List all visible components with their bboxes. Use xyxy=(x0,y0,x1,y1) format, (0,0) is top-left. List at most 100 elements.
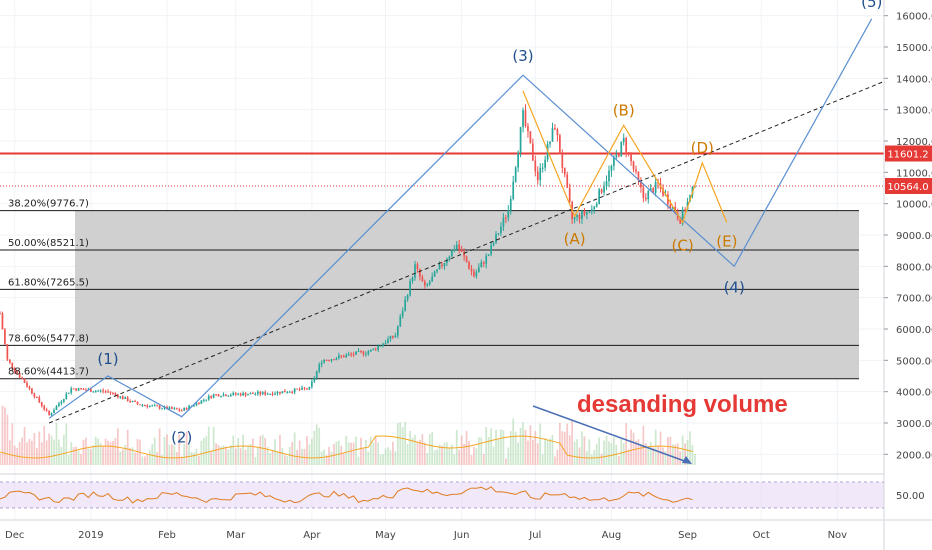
candle-body-22 xyxy=(53,410,55,414)
candle-body-259 xyxy=(635,169,637,172)
volume-bar-207 xyxy=(507,447,510,465)
candle-body-129 xyxy=(315,371,318,378)
volume-bar-5 xyxy=(11,423,14,465)
x-tick-label-0: Dec xyxy=(5,530,24,541)
candle-body-83 xyxy=(202,399,205,401)
wave-count-correction-path xyxy=(522,90,728,224)
candle-body-164 xyxy=(401,310,404,317)
candle-body-208 xyxy=(509,199,512,211)
volume-bar-195 xyxy=(477,437,480,465)
x-tick-label-11: Nov xyxy=(828,530,848,541)
volume-bar-171 xyxy=(419,439,421,465)
candle-body-101 xyxy=(247,394,249,396)
candle-body-214 xyxy=(524,110,527,126)
candle-body-270 xyxy=(662,188,664,196)
volume-bar-59 xyxy=(144,456,146,465)
wave-label-main-2: (2) xyxy=(171,429,192,447)
candle-body-160 xyxy=(392,335,394,338)
candle-body-216 xyxy=(529,131,532,144)
volume-bar-145 xyxy=(355,436,357,465)
volume-bar-121 xyxy=(296,449,298,465)
candle-body-151 xyxy=(369,349,372,352)
candle-body-71 xyxy=(173,408,176,410)
candle-body-212 xyxy=(519,127,522,153)
candle-body-145 xyxy=(355,351,357,355)
candle-body-254 xyxy=(622,137,625,143)
candle-body-118 xyxy=(288,391,291,393)
volume-bar-226 xyxy=(554,456,556,465)
volume-bar-204 xyxy=(500,429,502,465)
volume-bar-98 xyxy=(239,448,242,465)
x-tick-label-9: Sep xyxy=(678,530,697,541)
candle-body-152 xyxy=(372,348,375,350)
wave-label-main-3: (3) xyxy=(512,47,533,65)
candle-body-55 xyxy=(134,400,136,402)
volume-bar-216 xyxy=(529,425,532,465)
candle-body-253 xyxy=(620,142,623,157)
candle-body-134 xyxy=(328,360,330,362)
volume-bar-78 xyxy=(190,452,193,465)
candle-body-90 xyxy=(220,396,222,398)
candle-body-121 xyxy=(296,388,298,390)
candle-body-84 xyxy=(205,399,208,401)
volume-bar-156 xyxy=(382,454,384,465)
volume-bar-68 xyxy=(166,434,168,465)
candle-body-59 xyxy=(144,405,146,407)
volume-bar-141 xyxy=(345,435,348,465)
candle-body-104 xyxy=(254,393,257,395)
volume-bar-166 xyxy=(406,443,409,465)
volume-bar-36 xyxy=(87,448,90,465)
candle-body-265 xyxy=(649,188,652,191)
volume-bar-4 xyxy=(8,440,11,465)
volume-bar-278 xyxy=(681,435,684,465)
candle-body-185 xyxy=(453,249,456,251)
candle-body-222 xyxy=(544,159,546,168)
volume-bar-23 xyxy=(55,422,58,465)
candle-body-229 xyxy=(561,154,564,169)
candle-body-210 xyxy=(514,167,517,182)
volume-bar-220 xyxy=(539,423,542,465)
candle-body-179 xyxy=(438,264,441,270)
candle-body-74 xyxy=(180,410,183,412)
fib-level-label-2: 61.80%(7265.5) xyxy=(8,277,89,288)
candle-body-256 xyxy=(627,152,630,154)
volume-bar-27 xyxy=(65,423,68,465)
candle-body-159 xyxy=(389,335,392,340)
candle-body-69 xyxy=(168,407,171,410)
rsi-level-label: 50.00 xyxy=(896,491,925,502)
volume-bar-0 xyxy=(0,453,1,465)
volume-bar-137 xyxy=(335,441,338,465)
candle-body-98 xyxy=(239,393,242,396)
fib-level-label-3: 78.60%(5477.8) xyxy=(8,333,89,344)
candle-body-4 xyxy=(8,359,11,363)
candle-body-44 xyxy=(107,391,109,393)
candle-body-264 xyxy=(647,190,650,200)
candle-body-225 xyxy=(551,128,554,142)
volume-bar-10 xyxy=(23,426,26,465)
candle-body-127 xyxy=(310,381,313,387)
candle-body-9 xyxy=(21,377,23,379)
wave-label-main-1: (1) xyxy=(97,350,118,368)
candle-body-62 xyxy=(151,405,154,407)
x-tick-label-5: May xyxy=(375,530,396,541)
y-tick-label-14: 16000.00 xyxy=(896,12,932,23)
volume-bar-9 xyxy=(21,437,23,465)
candle-body-278 xyxy=(681,209,684,224)
volume-bar-104 xyxy=(254,457,257,465)
candle-body-228 xyxy=(559,135,561,155)
volume-bar-40 xyxy=(97,438,100,465)
volume-bar-13 xyxy=(31,440,33,465)
volume-bar-106 xyxy=(259,436,262,465)
volume-bar-236 xyxy=(578,447,581,465)
candle-body-193 xyxy=(473,271,475,277)
candle-body-155 xyxy=(379,345,382,347)
candle-body-213 xyxy=(522,110,524,128)
volume-bar-64 xyxy=(156,452,159,465)
candle-body-21 xyxy=(50,413,53,416)
candle-body-53 xyxy=(129,401,132,403)
candle-body-63 xyxy=(153,405,156,407)
volume-bar-3 xyxy=(6,414,9,465)
candle-body-132 xyxy=(323,360,325,363)
